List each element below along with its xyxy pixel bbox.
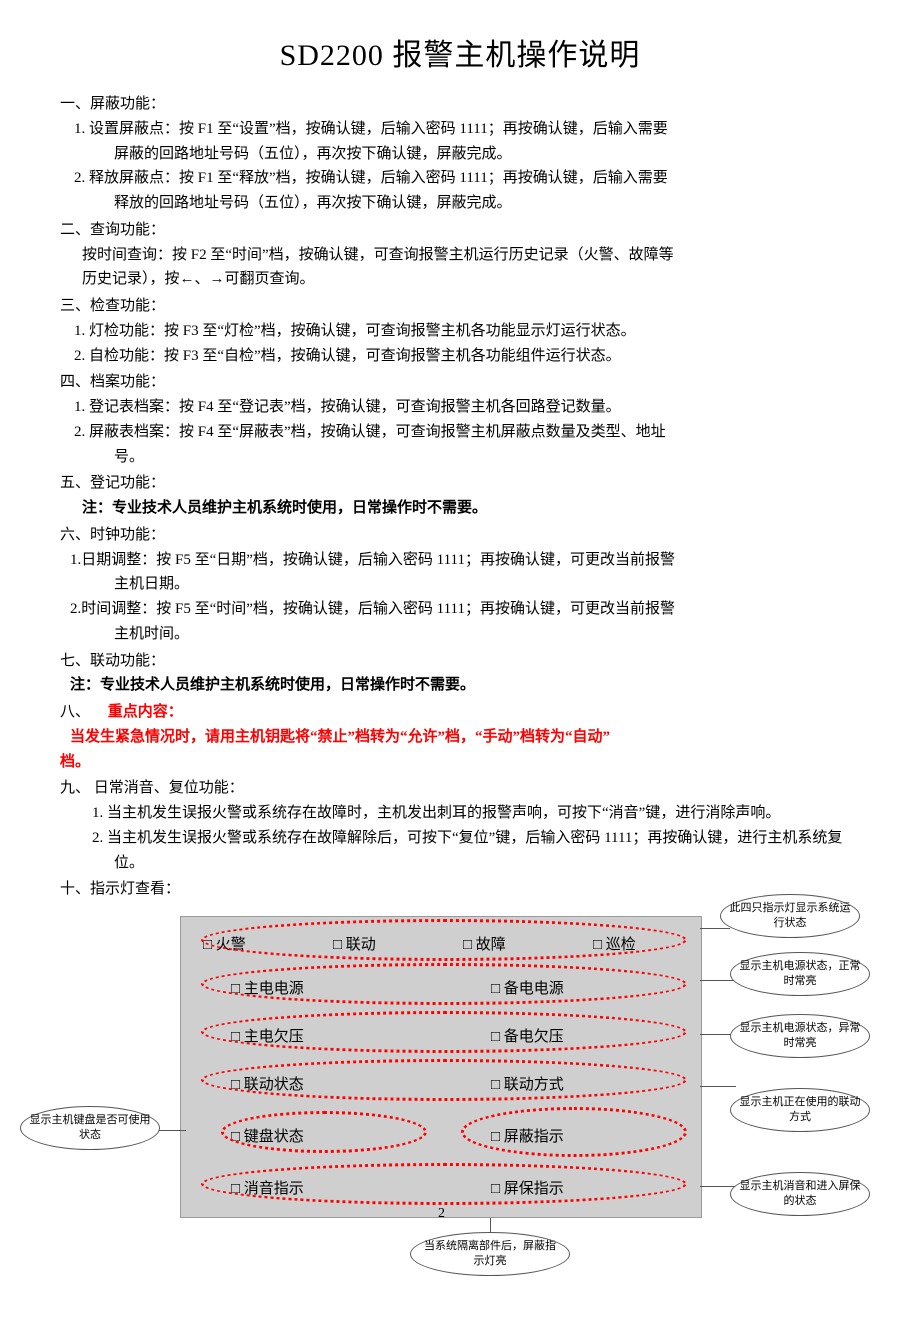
led-main-under: □ 主电欠压 [181, 1025, 441, 1050]
led-backup-power: □ 备电电源 [441, 977, 701, 1002]
callout-3-text: 显示主机电源状态，异常时常亮 [730, 1014, 870, 1058]
page-title: SD2200 报警主机操作说明 [60, 30, 860, 74]
panel-row-4: □ 联动状态 □ 联动方式 [181, 1065, 701, 1105]
callout-1-text: 此四只指示灯显示系统运行状态 [720, 894, 860, 938]
section-8-head: 八、 重点内容： [60, 700, 860, 725]
section-1-item-1: 1. 设置屏蔽点：按 F1 至“设置”档，按确认键，后输入密码 1111；再按确… [70, 117, 860, 142]
body-text: 一、屏蔽功能： 1. 设置屏蔽点：按 F1 至“设置”档，按确认键，后输入密码 … [60, 92, 860, 1286]
section-7-head: 七、联动功能： [60, 649, 860, 674]
section-1-head: 一、屏蔽功能： [60, 92, 860, 117]
section-8-line-1: 当发生紧急情况时，请用主机钥匙将“禁止”档转为“允许”档，“手动”档转为“自动” [60, 725, 860, 750]
led-link: □ 联动 [311, 933, 441, 958]
section-1-item-2: 2. 释放屏蔽点：按 F1 至“释放”档，按确认键，后输入密码 1111；再按确… [70, 166, 860, 191]
led-main-power: □ 主电电源 [181, 977, 441, 1002]
section-4-item-1: 1. 登记表档案：按 F4 至“登记表”档，按确认键，可查询报警主机各回路登记数… [70, 395, 860, 420]
section-4-item-2b: 号。 [60, 445, 860, 470]
callout-3: 显示主机电源状态，异常时常亮 [730, 1014, 870, 1058]
line-c5 [156, 1130, 186, 1131]
section-1-item-1b: 屏蔽的回路地址号码（五位），再次按下确认键，屏蔽完成。 [60, 142, 860, 167]
section-5-head: 五、登记功能： [60, 471, 860, 496]
section-3-item-2: 2. 自检功能：按 F3 至“自检”档，按确认键，可查询报警主机各功能组件运行状… [70, 344, 860, 369]
callout-4-text: 显示主机正在使用的联动方式 [730, 1088, 870, 1132]
led-fault: □ 故障 [441, 933, 571, 958]
callout-2: 显示主机电源状态，正常时常亮 [730, 952, 870, 996]
document-page: SD2200 报警主机操作说明 一、屏蔽功能： 1. 设置屏蔽点：按 F1 至“… [0, 0, 920, 1326]
led-mute: □ 消音指示 [181, 1177, 441, 1202]
callout-5: 显示主机键盘是否可使用状态 [20, 1106, 160, 1150]
line-c4 [700, 1086, 736, 1087]
section-6-item-1: 1.日期调整：按 F5 至“日期”档，按确认键，后输入密码 1111；再按确认键… [60, 548, 860, 573]
callout-4: 显示主机正在使用的联动方式 [730, 1088, 870, 1132]
callout-6-text: 显示主机消音和进入屏保的状态 [730, 1172, 870, 1216]
section-8-red: 重点内容： [94, 704, 183, 720]
panel-row-1: □ 火警 □ 联动 □ 故障 □ 巡检 [181, 925, 701, 965]
led-saver: □ 屏保指示 [441, 1177, 701, 1202]
section-4-head: 四、档案功能： [60, 370, 860, 395]
callout-5-text: 显示主机键盘是否可使用状态 [20, 1106, 160, 1150]
callout-6: 显示主机消音和进入屏保的状态 [730, 1172, 870, 1216]
panel-row-5: □ 键盘状态 □ 屏蔽指示 [181, 1117, 701, 1157]
section-9-item-2: 2. 当主机发生误报火警或系统存在故障解除后，可按下“复位”键，后输入密码 11… [60, 826, 860, 876]
section-2-item-1b: 历史记录），按←、→可翻页查询。 [60, 267, 860, 292]
indicator-diagram: □ 火警 □ 联动 □ 故障 □ 巡检 □ 主电电源 □ 备电电源 □ 主电欠压… [60, 906, 860, 1286]
section-2-item-1: 按时间查询：按 F2 至“时间”档，按确认键，可查询报警主机运行历史记录（火警、… [60, 243, 860, 268]
panel-row-2: □ 主电电源 □ 备电电源 [181, 969, 701, 1009]
callout-2-text: 显示主机电源状态，正常时常亮 [730, 952, 870, 996]
panel-row-3: □ 主电欠压 □ 备电欠压 [181, 1017, 701, 1057]
callout-7-text: 当系统隔离部件后，屏蔽指示灯亮 [410, 1232, 570, 1276]
section-6-head: 六、时钟功能： [60, 523, 860, 548]
led-link-state: □ 联动状态 [181, 1073, 441, 1098]
callout-1: 此四只指示灯显示系统运行状态 [720, 894, 860, 938]
section-2-head: 二、查询功能： [60, 218, 860, 243]
led-fire: □ 火警 [181, 933, 311, 958]
section-9-item-1: 1. 当主机发生误报火警或系统存在故障时，主机发出刺耳的报警声响，可按下“消音”… [60, 801, 860, 826]
page-number: 2 [438, 1202, 445, 1225]
section-8-line-2: 档。 [60, 750, 860, 775]
callout-7: 当系统隔离部件后，屏蔽指示灯亮 [410, 1232, 570, 1276]
section-6-item-1b: 主机日期。 [60, 572, 860, 597]
section-6-item-2: 2.时间调整：按 F5 至“时间”档，按确认键，后输入密码 1111；再按确认键… [60, 597, 860, 622]
section-7-note: 注：专业技术人员维护主机系统时使用，日常操作时不需要。 [60, 673, 860, 698]
led-patrol: □ 巡检 [571, 933, 701, 958]
led-link-mode: □ 联动方式 [441, 1073, 701, 1098]
section-3-item-1: 1. 灯检功能：按 F3 至“灯检”档，按确认键，可查询报警主机各功能显示灯运行… [70, 319, 860, 344]
section-3-head: 三、检查功能： [60, 294, 860, 319]
section-6-item-2b: 主机时间。 [60, 622, 860, 647]
section-9-head: 九、 日常消音、复位功能： [60, 776, 860, 801]
led-mask: □ 屏蔽指示 [441, 1125, 701, 1150]
section-8-prefix: 八、 [60, 704, 90, 720]
indicator-panel: □ 火警 □ 联动 □ 故障 □ 巡检 □ 主电电源 □ 备电电源 □ 主电欠压… [180, 916, 702, 1218]
led-keyboard: □ 键盘状态 [181, 1125, 441, 1150]
led-backup-under: □ 备电欠压 [441, 1025, 701, 1050]
section-1-item-2b: 释放的回路地址号码（五位），再次按下确认键，屏蔽完成。 [60, 191, 860, 216]
section-4-item-2: 2. 屏蔽表档案：按 F4 至“屏蔽表”档，按确认键，可查询报警主机屏蔽点数量及… [70, 420, 860, 445]
section-5-note: 注：专业技术人员维护主机系统时使用，日常操作时不需要。 [60, 496, 860, 521]
